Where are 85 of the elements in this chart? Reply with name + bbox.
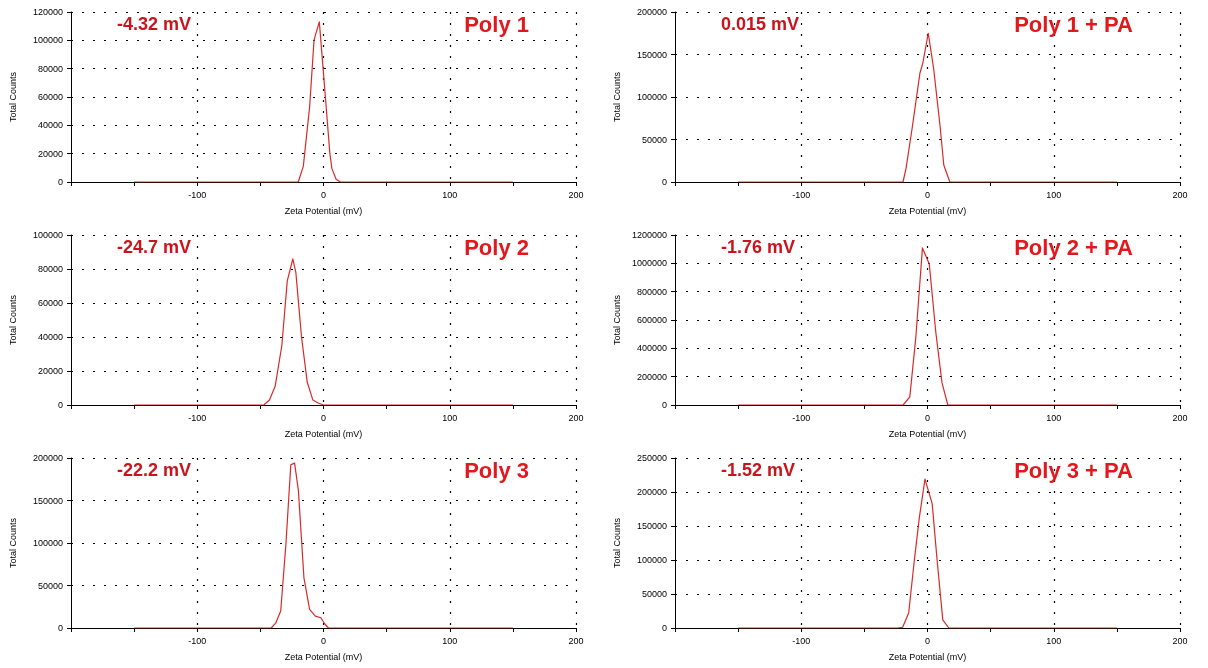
y-tick-label: 0: [57, 623, 63, 633]
x-tick-label: -100: [188, 412, 207, 423]
annotation: 0.015 mV: [721, 14, 800, 34]
y-tick-label: 80000: [37, 264, 63, 274]
x-tick-label: -100: [792, 635, 811, 646]
x-tick-label: -100: [792, 412, 811, 423]
y-tick-label: 250000: [636, 453, 667, 463]
x-tick-label: 0: [320, 189, 327, 200]
y-tick-label: 100000: [32, 35, 63, 46]
y-axis-title: Total Counts: [611, 294, 622, 346]
annotation: -1.52 mV: [721, 460, 796, 480]
y-tick-label: 150000: [636, 49, 667, 60]
y-tick-label: 20000: [37, 366, 63, 376]
y-tick-label: 0: [57, 177, 63, 187]
x-tick-label: 0: [924, 412, 931, 423]
y-tick-label: 100000: [636, 555, 667, 565]
y-axis-title: Total Counts: [611, 71, 622, 123]
y-tick-label: 50000: [641, 589, 667, 599]
x-tick-label: 200: [1172, 412, 1188, 423]
y-tick-label: 600000: [636, 315, 667, 325]
annotation: -4.32 mV: [117, 14, 192, 34]
x-tick-label: 200: [1172, 635, 1188, 646]
chart-title: Poly 3 + PA: [1014, 457, 1134, 483]
y-axis-title: Total Counts: [611, 517, 622, 569]
x-tick-label: 0: [924, 635, 931, 646]
y-tick-label: 150000: [32, 495, 63, 506]
y-tick-label: 100000: [32, 230, 63, 240]
x-tick-label: 100: [442, 189, 458, 200]
x-tick-label: -100: [792, 189, 811, 200]
x-tick-label: 100: [442, 635, 458, 646]
y-tick-label: 20000: [37, 148, 63, 159]
y-tick-label: 0: [57, 400, 63, 410]
y-tick-label: 50000: [641, 134, 667, 145]
y-tick-label: 0: [661, 400, 667, 410]
x-tick-label: 100: [1046, 412, 1062, 423]
x-tick-label: 0: [320, 635, 327, 646]
x-tick-label: 200: [568, 412, 584, 423]
x-tick-label: 100: [1046, 635, 1062, 646]
y-tick-label: 50000: [37, 580, 63, 591]
y-axis-title: Total Counts: [7, 71, 18, 123]
chart-title: Poly 2 + PA: [1014, 234, 1134, 260]
y-tick-label: 0: [661, 177, 667, 187]
y-tick-label: 200000: [32, 453, 63, 463]
x-axis-title: Zeta Potential (mV): [888, 428, 967, 439]
x-axis-title: Zeta Potential (mV): [284, 651, 363, 662]
x-axis-title: Zeta Potential (mV): [888, 205, 967, 216]
chart-title: Poly 2: [464, 234, 529, 260]
x-tick-label: 200: [568, 189, 584, 200]
y-tick-label: 200000: [636, 371, 667, 382]
y-axis-title: Total Counts: [7, 294, 18, 346]
y-tick-label: 80000: [37, 63, 63, 74]
x-tick-label: 0: [924, 189, 931, 200]
y-tick-label: 200000: [636, 487, 667, 497]
x-tick-label: 100: [442, 412, 458, 423]
annotation: -24.7 mV: [117, 237, 192, 257]
chart-title: Poly 1 + PA: [1014, 11, 1134, 37]
x-axis-title: Zeta Potential (mV): [284, 205, 363, 216]
y-tick-label: 1000000: [631, 258, 667, 269]
y-tick-label: 60000: [37, 298, 63, 308]
x-tick-label: 0: [320, 412, 327, 423]
x-tick-label: 100: [1046, 189, 1062, 200]
x-tick-label: -100: [188, 635, 207, 646]
chart-title: Poly 1: [464, 11, 529, 37]
y-tick-label: 150000: [636, 521, 667, 531]
y-tick-label: 100000: [32, 538, 63, 548]
y-tick-label: 800000: [636, 286, 667, 297]
y-tick-label: 120000: [32, 7, 63, 17]
y-axis-title: Total Counts: [7, 517, 18, 569]
y-tick-label: 40000: [37, 120, 63, 131]
y-tick-label: 100000: [636, 92, 667, 102]
y-tick-label: 60000: [37, 92, 63, 102]
y-tick-label: 40000: [37, 332, 63, 342]
y-tick-label: 200000: [636, 7, 667, 17]
y-tick-label: 1200000: [631, 230, 667, 240]
x-axis-title: Zeta Potential (mV): [888, 651, 967, 662]
x-axis-title: Zeta Potential (mV): [284, 428, 363, 439]
y-tick-label: 0: [661, 623, 667, 633]
annotation: -22.2 mV: [117, 460, 192, 480]
annotation: -1.76 mV: [721, 237, 796, 257]
line-series: [133, 258, 514, 406]
chart-title: Poly 3: [464, 457, 529, 483]
x-tick-label: 200: [568, 635, 584, 646]
x-tick-label: -100: [188, 189, 207, 200]
x-tick-label: 200: [1172, 189, 1188, 200]
y-tick-label: 400000: [636, 343, 667, 354]
